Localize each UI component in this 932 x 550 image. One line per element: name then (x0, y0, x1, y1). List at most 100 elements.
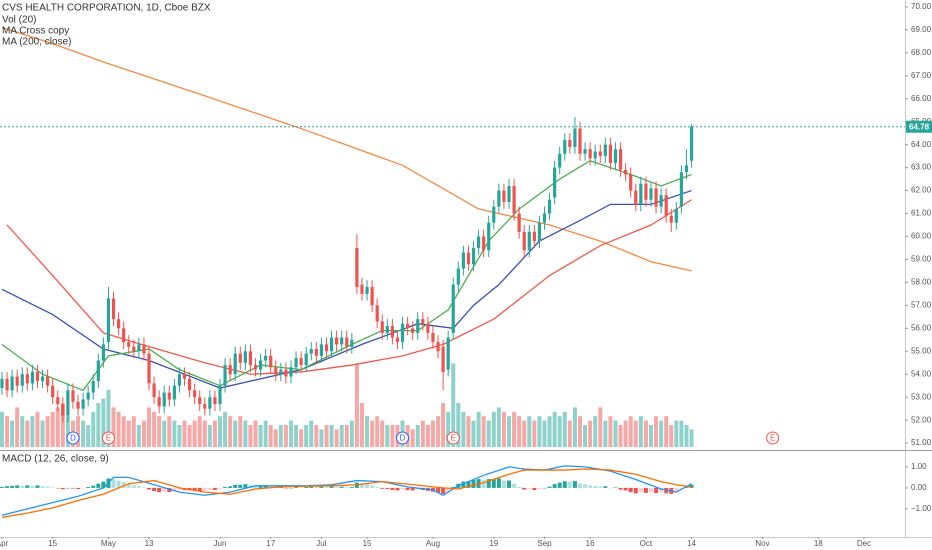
histogram-bar (375, 487, 380, 488)
volume-bar (344, 425, 349, 447)
histogram-bar (638, 487, 643, 493)
volume-bar (567, 420, 572, 447)
histogram-bar (537, 487, 542, 489)
histogram-bar (218, 487, 223, 489)
y-tick-label: 57.00 (911, 300, 932, 309)
candle-body (411, 328, 415, 333)
candle-body (431, 332, 435, 343)
volume-bar (243, 420, 248, 447)
volume-bar (390, 425, 395, 447)
histogram-bar (5, 486, 10, 488)
last-price-box (906, 120, 932, 133)
candle-body (294, 358, 298, 368)
histogram-bar (283, 487, 288, 489)
volume-bar (664, 416, 669, 447)
volume-bar (507, 416, 512, 447)
candle-body (5, 378, 9, 391)
histogram-bar (167, 487, 172, 493)
volume-bar (10, 420, 15, 447)
candle-body (451, 284, 455, 333)
y-tick-label: 62.00 (911, 186, 932, 195)
histogram-bar (15, 485, 20, 488)
volume-bar (101, 398, 106, 447)
volume-bar (233, 420, 238, 447)
volume-bar (471, 420, 476, 447)
histogram-bar (334, 486, 339, 488)
volume-bar (273, 429, 278, 447)
volume-bar (116, 411, 121, 447)
candle-body (314, 348, 318, 356)
candle-body (172, 385, 176, 400)
histogram-bar (324, 487, 329, 488)
histogram-bar (380, 487, 385, 489)
volume-bar (370, 420, 375, 447)
candle-body (193, 390, 197, 398)
volume-bar (268, 425, 273, 447)
candle-body (644, 183, 648, 200)
volume-bar (111, 407, 116, 447)
volume-bar (25, 420, 30, 447)
candle-body (132, 346, 136, 352)
volume-bar (40, 420, 45, 447)
volume-bar (177, 425, 182, 447)
candle-body (243, 351, 247, 363)
histogram-bar (278, 487, 283, 488)
histogram-bar (30, 485, 35, 488)
event-marker (766, 431, 780, 445)
candle-body (309, 348, 313, 354)
x-tick-label: Apr (0, 539, 9, 548)
y-tick-label: 53.00 (911, 392, 932, 401)
histogram-bar (329, 486, 334, 488)
histogram-bar (583, 484, 588, 488)
volume-bar (299, 429, 304, 447)
histogram-bar (446, 487, 451, 493)
volume-bar (659, 420, 664, 447)
histogram-bar (101, 481, 106, 488)
candle-body (618, 149, 623, 170)
volume-bar (532, 420, 537, 447)
candle-body (177, 374, 182, 386)
volume-bar (106, 389, 111, 447)
volume-bar (638, 416, 643, 447)
candle-body (56, 397, 60, 405)
candle-body (568, 140, 572, 147)
histogram-bar (263, 485, 268, 488)
histogram-bar (233, 484, 238, 488)
volume-bar (81, 420, 86, 447)
histogram-bar (136, 486, 141, 488)
candle-body (233, 353, 237, 375)
candle-body (573, 128, 577, 147)
candle-body (689, 126, 694, 161)
volume-bar (86, 425, 91, 447)
candle-body (213, 397, 217, 405)
histogram-bar (410, 487, 415, 491)
macd-pane (0, 465, 694, 518)
histogram-bar (390, 487, 395, 491)
histogram-bar (202, 487, 207, 491)
candle-body (578, 128, 582, 154)
histogram-bar (395, 487, 400, 491)
volume-bar (65, 416, 70, 447)
volume-bar (55, 407, 60, 447)
volume-bar (182, 420, 187, 447)
candle-body (441, 346, 445, 372)
histogram-bar (294, 487, 299, 488)
candle-body (669, 215, 673, 223)
candle-body (66, 390, 70, 416)
histogram-bar (628, 487, 633, 493)
candle-body (284, 369, 288, 377)
histogram-bar (633, 487, 638, 494)
candle-body (629, 174, 633, 191)
volume-bar (603, 420, 608, 447)
volume-bar (126, 420, 131, 447)
histogram-bar (253, 485, 258, 488)
moving-average (1, 159, 692, 392)
histogram-bar (461, 481, 466, 488)
candle-body (593, 151, 597, 159)
volume-bar (248, 425, 253, 447)
volume-bar (45, 416, 50, 447)
histogram-bar (588, 485, 593, 488)
candle-body (15, 376, 19, 386)
